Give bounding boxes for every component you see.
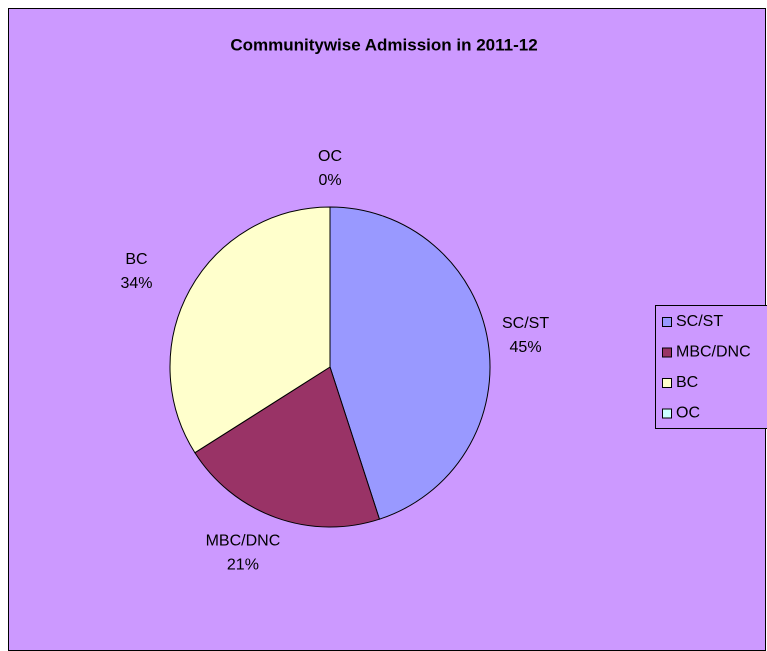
slice-category-label: BC [125, 251, 147, 268]
slice-value-label: 34% [120, 275, 152, 292]
chart-title: Communitywise Admission in 2011-12 [230, 35, 537, 54]
slice-category-label: MBC/DNC [206, 533, 281, 550]
slice-value-label: 21% [227, 557, 259, 574]
legend-label: SC/ST [676, 313, 723, 330]
legend-swatch [662, 347, 672, 358]
slice-value-label: 0% [318, 172, 341, 189]
legend-label: OC [676, 405, 700, 422]
legend-swatch [662, 378, 672, 388]
slice-category-label: SC/ST [502, 315, 549, 332]
pie-slice [169, 206, 331, 454]
legend-label: MBC/DNC [676, 344, 751, 361]
legend-label: BC [676, 374, 698, 391]
slice-category-label: OC [318, 148, 342, 165]
pie-slice [329, 206, 491, 520]
legend-swatch [662, 317, 672, 327]
slice-value-label: 45% [510, 339, 542, 356]
legend-swatch [662, 408, 672, 419]
pie-slice [194, 366, 381, 528]
legend-box [655, 305, 767, 429]
